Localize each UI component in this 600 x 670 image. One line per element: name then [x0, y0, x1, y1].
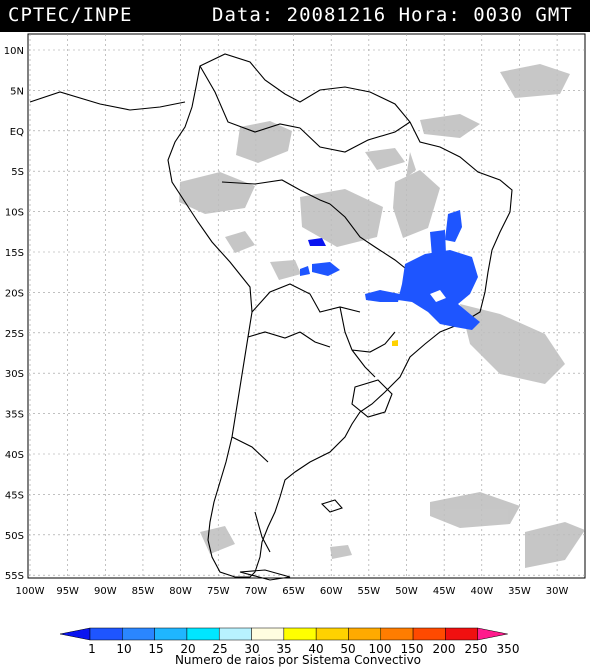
- falklands: [320, 499, 343, 513]
- legend-tick-label: 350: [497, 642, 520, 656]
- lon-tick-label: 85W: [132, 586, 155, 597]
- lat-tick-label: EQ: [10, 127, 24, 138]
- map-frame: [27, 33, 586, 579]
- legend-tick-label: 40: [308, 642, 323, 656]
- lon-tick-label: 55W: [358, 586, 381, 597]
- lat-tick-label: 40S: [5, 450, 24, 461]
- lon-tick-label: 65W: [282, 586, 305, 597]
- lon-tick-label: 30W: [546, 586, 569, 597]
- lon-tick-label: 80W: [169, 586, 192, 597]
- legend: 1 10 15 20 25 30 35 40 50 100 150 200 250 350 Numero …: [59, 627, 519, 667]
- legend-color-swatch: [218, 627, 252, 641]
- longitude-labels: 100W 95W 90W 85W 80W 75W 70W 65W 60W 55W 50W 45W 40W…: [16, 586, 569, 597]
- legend-color-swatch: [154, 627, 188, 641]
- legend-color-swatch: [380, 627, 414, 641]
- legend-title: Numero de raios por Sistema Convectivo: [175, 653, 421, 667]
- lat-tick-label: 10N: [4, 46, 24, 57]
- lon-tick-label: 75W: [207, 586, 230, 597]
- legend-tick-label: 25: [212, 642, 227, 656]
- lon-tick-label: 35W: [508, 586, 531, 597]
- lon-tick-label: 60W: [320, 586, 343, 597]
- coastlines: [29, 53, 513, 581]
- system-large-blue: [398, 250, 480, 330]
- legend-tick-label: 1: [88, 642, 96, 656]
- legend-color-swatch: [283, 627, 317, 641]
- central-america: [29, 91, 186, 111]
- datetime-label: Data: 20081216 Hora: 0030 GMT: [212, 4, 573, 26]
- lat-tick-label: 35S: [5, 410, 24, 421]
- legend-tick-label: 100: [369, 642, 392, 656]
- latitude-labels: 10N 5N EQ 5S 10S 15S 20S 25S 30S 35S 40S 45S 50S 55S: [4, 46, 24, 582]
- lon-tick-label: 70W: [245, 586, 268, 597]
- legend-tick-label: 250: [465, 642, 488, 656]
- legend-tick-label: 200: [433, 642, 456, 656]
- legend-tick-label: 15: [148, 642, 163, 656]
- legend-color-swatch: [122, 627, 155, 641]
- legend-tick-label: 10: [116, 642, 131, 656]
- lat-tick-label: 10S: [5, 208, 24, 219]
- legend-colorbar: [59, 627, 508, 641]
- lat-tick-label: 45S: [5, 490, 24, 501]
- legend-color-swatch: [251, 627, 285, 641]
- lon-tick-label: 45W: [433, 586, 456, 597]
- country-borders: [199, 65, 411, 553]
- lat-tick-label: 25S: [5, 329, 24, 340]
- legend-left-arrow: [59, 627, 91, 641]
- lat-tick-label: 5S: [11, 167, 24, 178]
- south-america-coast: [167, 53, 513, 578]
- legend-color-swatch: [89, 627, 123, 641]
- legend-tick-label: 20: [180, 642, 195, 656]
- lon-tick-label: 95W: [56, 586, 79, 597]
- legend-tick-label: 35: [276, 642, 291, 656]
- lat-tick-label: 15S: [5, 248, 24, 259]
- lat-tick-label: 20S: [5, 288, 24, 299]
- lat-tick-label: 55S: [5, 571, 24, 582]
- source-label: CPTEC/INPE: [8, 4, 133, 26]
- convective-systems: [300, 210, 480, 346]
- legend-color-swatch: [348, 627, 382, 641]
- uruguay: [351, 379, 393, 418]
- tierra-del-fuego: [239, 569, 291, 581]
- legend-tick-label: 150: [401, 642, 424, 656]
- lat-tick-label: 30S: [5, 369, 24, 380]
- map-header: CPTEC/INPE Data: 20081216 Hora: 0030 GMT: [0, 0, 590, 32]
- lat-tick-label: 5N: [10, 86, 24, 97]
- legend-tick-label: 30: [244, 642, 259, 656]
- lon-tick-label: 50W: [395, 586, 418, 597]
- legend-color-swatch: [315, 627, 349, 641]
- lat-tick-label: 50S: [5, 531, 24, 542]
- legend-right-arrow: [477, 627, 508, 641]
- lon-tick-label: 90W: [94, 586, 117, 597]
- legend-color-swatch: [445, 627, 478, 641]
- lon-tick-label: 40W: [470, 586, 493, 597]
- legend-color-swatch: [186, 627, 220, 641]
- legend-color-swatch: [412, 627, 446, 641]
- lightning-map: 10N5NEQ5S10S15S20S25S30S35S40S45S50S55S …: [4, 33, 586, 597]
- lon-tick-label: 100W: [16, 586, 45, 597]
- legend-tick-labels: 1 10 15 20 25 30 35 40 50 100 150 200 250 350: [88, 642, 519, 656]
- legend-tick-label: 50: [340, 642, 355, 656]
